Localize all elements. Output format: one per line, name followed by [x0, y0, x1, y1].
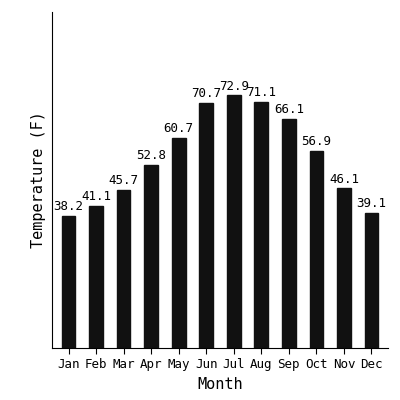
X-axis label: Month: Month — [197, 377, 243, 392]
Bar — [62, 216, 76, 348]
Text: 70.7: 70.7 — [191, 87, 221, 100]
Text: 46.1: 46.1 — [329, 172, 359, 186]
Bar — [227, 96, 241, 348]
Text: 72.9: 72.9 — [219, 80, 249, 93]
Text: 45.7: 45.7 — [109, 174, 139, 187]
Text: 71.1: 71.1 — [246, 86, 276, 99]
Bar — [89, 206, 103, 348]
Bar — [117, 190, 130, 348]
Text: 38.2: 38.2 — [54, 200, 84, 213]
Text: 52.8: 52.8 — [136, 149, 166, 162]
Y-axis label: Temperature (F): Temperature (F) — [32, 112, 46, 248]
Bar — [254, 102, 268, 348]
Bar — [144, 165, 158, 348]
Text: 39.1: 39.1 — [356, 197, 386, 210]
Text: 60.7: 60.7 — [164, 122, 194, 135]
Bar — [310, 151, 323, 348]
Bar — [172, 138, 186, 348]
Text: 66.1: 66.1 — [274, 103, 304, 116]
Bar — [364, 212, 378, 348]
Bar — [199, 103, 213, 348]
Bar — [337, 188, 351, 348]
Text: 41.1: 41.1 — [81, 190, 111, 203]
Text: 56.9: 56.9 — [301, 135, 331, 148]
Bar — [282, 119, 296, 348]
